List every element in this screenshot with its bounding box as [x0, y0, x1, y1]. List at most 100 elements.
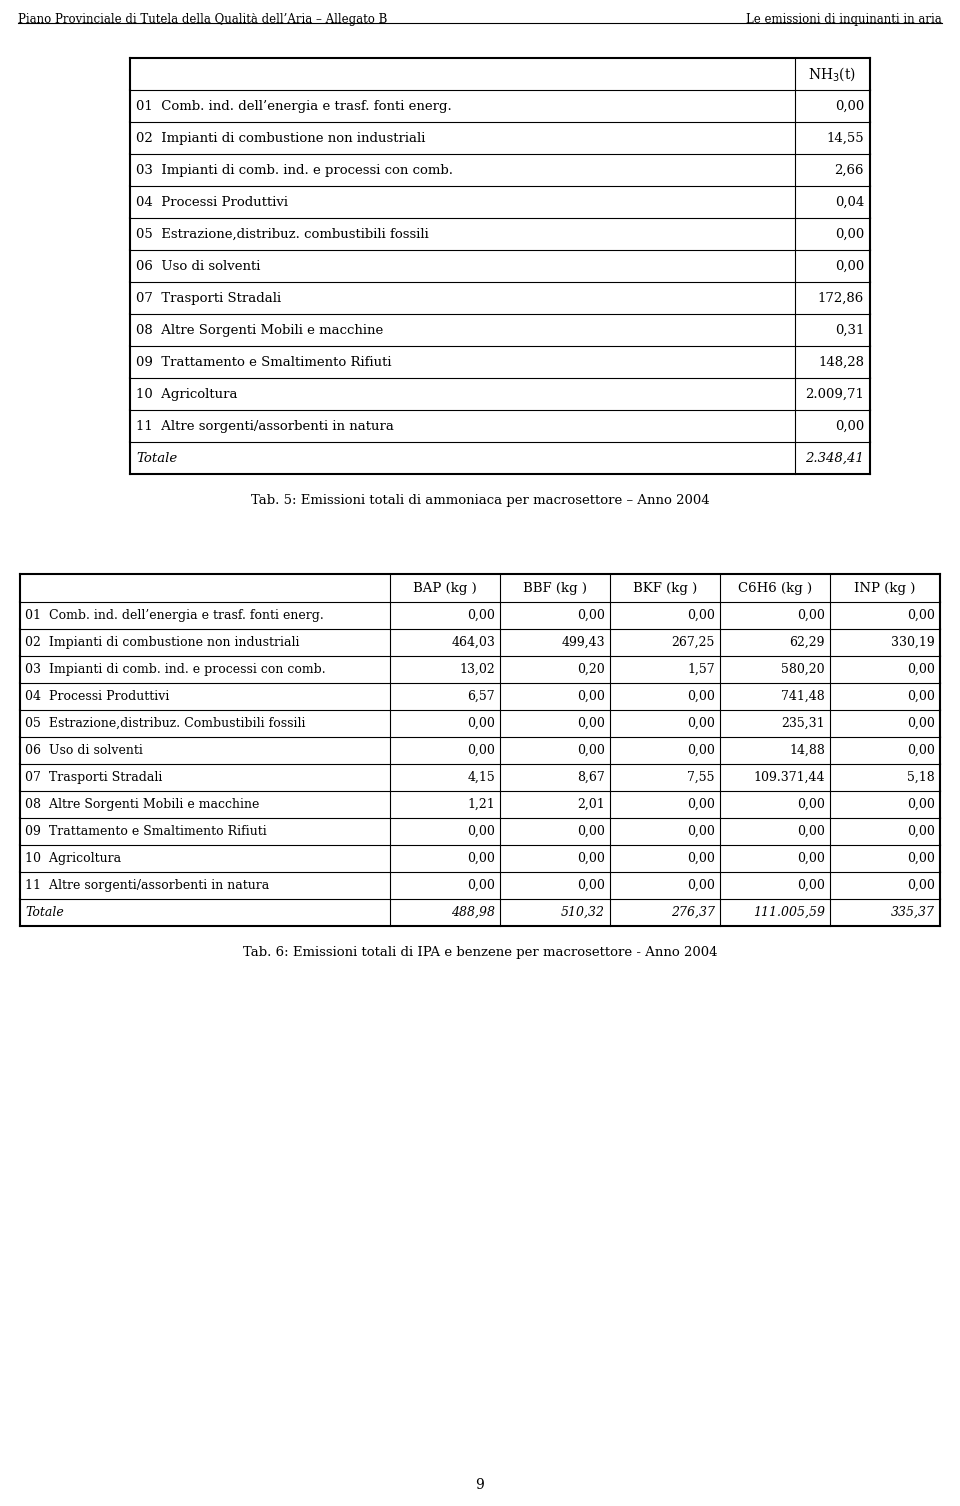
Text: 01  Comb. ind. dell’energia e trasf. fonti energ.: 01 Comb. ind. dell’energia e trasf. font… — [25, 608, 324, 622]
Text: 0,00: 0,00 — [687, 690, 715, 703]
Text: 05  Estrazione,distribuz. combustibili fossili: 05 Estrazione,distribuz. combustibili fo… — [136, 227, 429, 241]
Text: 6,57: 6,57 — [468, 690, 495, 703]
Text: C6H6 (kg ): C6H6 (kg ) — [738, 581, 812, 595]
Text: 02  Impianti di combustione non industriali: 02 Impianti di combustione non industria… — [136, 131, 425, 145]
Text: BBF (kg ): BBF (kg ) — [523, 581, 587, 595]
Text: 09  Trattamento e Smaltimento Rifiuti: 09 Trattamento e Smaltimento Rifiuti — [25, 825, 267, 837]
Text: 0,00: 0,00 — [797, 608, 825, 622]
Text: 109.371,44: 109.371,44 — [754, 771, 825, 785]
Text: 0,00: 0,00 — [468, 825, 495, 837]
Text: 0,00: 0,00 — [687, 744, 715, 758]
Text: 0,00: 0,00 — [907, 744, 935, 758]
Text: 0,00: 0,00 — [835, 259, 864, 273]
Text: 0,31: 0,31 — [834, 324, 864, 336]
Text: 0,00: 0,00 — [797, 852, 825, 864]
Text: 172,86: 172,86 — [818, 292, 864, 304]
Text: 0,00: 0,00 — [468, 852, 495, 864]
Text: 0,00: 0,00 — [907, 608, 935, 622]
Text: 8,67: 8,67 — [577, 771, 605, 785]
Text: 07  Trasporti Stradali: 07 Trasporti Stradali — [25, 771, 162, 785]
Text: 7,55: 7,55 — [687, 771, 715, 785]
Text: 267,25: 267,25 — [672, 636, 715, 649]
Text: 0,00: 0,00 — [468, 744, 495, 758]
Text: NH$_3$(t): NH$_3$(t) — [808, 65, 856, 83]
Text: 08  Altre Sorgenti Mobili e macchine: 08 Altre Sorgenti Mobili e macchine — [136, 324, 383, 336]
Text: Tab. 6: Emissioni totali di IPA e benzene per macrosettore - Anno 2004: Tab. 6: Emissioni totali di IPA e benzen… — [243, 946, 717, 959]
Text: 148,28: 148,28 — [818, 355, 864, 369]
Text: 5,18: 5,18 — [907, 771, 935, 785]
Text: Piano Provinciale di Tutela della Qualità dell’Aria – Allegato B: Piano Provinciale di Tutela della Qualit… — [18, 14, 388, 26]
Text: BKF (kg ): BKF (kg ) — [633, 581, 697, 595]
Text: 06  Uso di solventi: 06 Uso di solventi — [136, 259, 260, 273]
Text: 0,00: 0,00 — [468, 608, 495, 622]
Text: BAP (kg ): BAP (kg ) — [413, 581, 477, 595]
Text: 0,00: 0,00 — [577, 880, 605, 892]
Text: 04  Processi Produttivi: 04 Processi Produttivi — [25, 690, 169, 703]
Text: 0,00: 0,00 — [835, 99, 864, 113]
Text: 0,00: 0,00 — [687, 880, 715, 892]
Text: 0,00: 0,00 — [907, 852, 935, 864]
Text: 08  Altre Sorgenti Mobili e macchine: 08 Altre Sorgenti Mobili e macchine — [25, 798, 259, 812]
Text: 0,00: 0,00 — [468, 880, 495, 892]
Text: 0,00: 0,00 — [577, 608, 605, 622]
Text: 0,00: 0,00 — [687, 798, 715, 812]
Text: 0,00: 0,00 — [797, 798, 825, 812]
Text: 0,00: 0,00 — [835, 227, 864, 241]
Text: 0,00: 0,00 — [577, 825, 605, 837]
Text: 2.348,41: 2.348,41 — [805, 452, 864, 464]
Text: 0,20: 0,20 — [577, 663, 605, 676]
Text: 03  Impianti di comb. ind. e processi con comb.: 03 Impianti di comb. ind. e processi con… — [136, 164, 453, 176]
Text: 335,37: 335,37 — [891, 907, 935, 919]
Text: 09  Trattamento e Smaltimento Rifiuti: 09 Trattamento e Smaltimento Rifiuti — [136, 355, 392, 369]
Text: 2.009,71: 2.009,71 — [805, 387, 864, 401]
Text: 03  Impianti di comb. ind. e processi con comb.: 03 Impianti di comb. ind. e processi con… — [25, 663, 325, 676]
Text: 05  Estrazione,distribuz. Combustibili fossili: 05 Estrazione,distribuz. Combustibili fo… — [25, 717, 305, 730]
Text: 0,00: 0,00 — [907, 880, 935, 892]
Text: 01  Comb. ind. dell’energia e trasf. fonti energ.: 01 Comb. ind. dell’energia e trasf. font… — [136, 99, 452, 113]
Text: 510,32: 510,32 — [561, 907, 605, 919]
Text: 276,37: 276,37 — [671, 907, 715, 919]
Text: 02  Impianti di combustione non industriali: 02 Impianti di combustione non industria… — [25, 636, 300, 649]
Text: 580,20: 580,20 — [781, 663, 825, 676]
Text: 0,00: 0,00 — [835, 420, 864, 432]
Text: 4,15: 4,15 — [468, 771, 495, 785]
Text: 07  Trasporti Stradali: 07 Trasporti Stradali — [136, 292, 281, 304]
Text: 10  Agricoltura: 10 Agricoltura — [136, 387, 237, 401]
Text: 13,02: 13,02 — [459, 663, 495, 676]
Text: 0,00: 0,00 — [797, 880, 825, 892]
Text: 04  Processi Produttivi: 04 Processi Produttivi — [136, 196, 288, 208]
Text: 0,00: 0,00 — [687, 608, 715, 622]
Text: 14,55: 14,55 — [827, 131, 864, 145]
Text: 10  Agricoltura: 10 Agricoltura — [25, 852, 121, 864]
Text: 0,00: 0,00 — [797, 825, 825, 837]
Text: 330,19: 330,19 — [891, 636, 935, 649]
Text: 11  Altre sorgenti/assorbenti in natura: 11 Altre sorgenti/assorbenti in natura — [136, 420, 394, 432]
Text: Totale: Totale — [136, 452, 178, 464]
Text: 0,00: 0,00 — [577, 744, 605, 758]
Text: 741,48: 741,48 — [781, 690, 825, 703]
Text: 0,00: 0,00 — [577, 717, 605, 730]
Text: 111.005,59: 111.005,59 — [753, 907, 825, 919]
Text: 14,88: 14,88 — [789, 744, 825, 758]
Text: 235,31: 235,31 — [781, 717, 825, 730]
Text: 0,00: 0,00 — [577, 852, 605, 864]
Text: 464,03: 464,03 — [451, 636, 495, 649]
Text: Le emissioni di inquinanti in aria: Le emissioni di inquinanti in aria — [746, 14, 942, 26]
Text: 2,01: 2,01 — [577, 798, 605, 812]
Text: 0,04: 0,04 — [835, 196, 864, 208]
Text: Tab. 5: Emissioni totali di ammoniaca per macrosettore – Anno 2004: Tab. 5: Emissioni totali di ammoniaca pe… — [251, 494, 709, 508]
Text: 0,00: 0,00 — [687, 717, 715, 730]
Text: 9: 9 — [475, 1477, 485, 1492]
Text: 62,29: 62,29 — [789, 636, 825, 649]
Text: 0,00: 0,00 — [907, 663, 935, 676]
Text: 1,57: 1,57 — [687, 663, 715, 676]
Text: 0,00: 0,00 — [687, 825, 715, 837]
Text: 0,00: 0,00 — [907, 717, 935, 730]
Text: 0,00: 0,00 — [468, 717, 495, 730]
Text: INP (kg ): INP (kg ) — [854, 581, 916, 595]
Text: 499,43: 499,43 — [562, 636, 605, 649]
Text: Totale: Totale — [25, 907, 63, 919]
Text: 0,00: 0,00 — [687, 852, 715, 864]
Text: 0,00: 0,00 — [907, 825, 935, 837]
Text: 488,98: 488,98 — [451, 907, 495, 919]
